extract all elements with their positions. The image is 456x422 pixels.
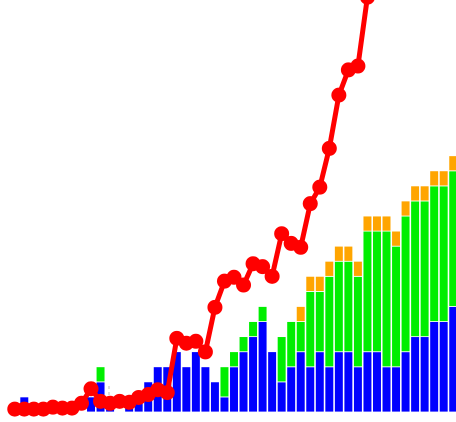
bar-s1-x39 <box>381 230 392 368</box>
bar-s0-x21 <box>210 381 220 413</box>
line-point-7 <box>73 395 89 411</box>
bar-s1-x29 <box>286 321 296 368</box>
bar-s0-x38 <box>372 351 382 413</box>
bar-s1-x35 <box>343 260 354 353</box>
bar-s1-x25 <box>248 321 258 338</box>
bar-s0-x45 <box>438 321 449 413</box>
bar-s0-x46 <box>448 306 456 413</box>
bar-s0-x30 <box>295 351 306 413</box>
bar-s2-x41 <box>400 200 411 217</box>
bar-s1-x46 <box>448 170 456 307</box>
bar-s1-x36 <box>353 275 363 368</box>
bar-s1-x42 <box>410 200 420 338</box>
bar-s2-x35 <box>343 245 354 262</box>
bar-s2-x39 <box>381 215 392 232</box>
bar-s1-x34 <box>334 260 344 353</box>
bar-s1-x43 <box>419 200 430 338</box>
line-point-37 <box>360 0 375 5</box>
bar-s0-x20 <box>200 366 211 413</box>
bar-s2-x45 <box>438 170 449 187</box>
bar-s0-x24 <box>238 351 249 413</box>
bar-s0-x35 <box>343 351 354 413</box>
bar-s0-x41 <box>400 351 411 413</box>
bar-s2-x44 <box>429 170 439 187</box>
line-point-27 <box>264 268 280 284</box>
bar-s2-x31 <box>305 275 316 292</box>
bar-s2-x33 <box>324 260 335 277</box>
bar-s0-x29 <box>286 366 296 413</box>
bar-s0-x18 <box>181 366 192 413</box>
bar-s0-x44 <box>429 321 439 413</box>
bar-s0-x40 <box>391 366 401 413</box>
bar-s1-x45 <box>438 185 449 322</box>
bar-s2-x32 <box>315 275 325 292</box>
line-point-34 <box>331 87 347 103</box>
line-point-8 <box>83 381 99 397</box>
bar-s0-x32 <box>315 351 325 413</box>
bar-s1-x32 <box>315 291 325 353</box>
points-layer <box>7 0 375 417</box>
bar-s1-x40 <box>391 245 401 368</box>
bar-s2-x38 <box>372 215 382 232</box>
bar-s0-x23 <box>229 366 239 413</box>
bar-s0-x37 <box>362 351 373 413</box>
line-point-19 <box>188 333 204 349</box>
bar-s0-x34 <box>334 351 344 413</box>
bar-s0-x25 <box>248 336 258 413</box>
line-point-28 <box>274 226 290 242</box>
line-point-31 <box>302 196 318 212</box>
line-point-33 <box>321 140 337 156</box>
bar-s1-x30 <box>295 321 306 353</box>
bar-s1-x22 <box>219 366 230 398</box>
bar-s1-x41 <box>400 215 411 353</box>
bar-s2-x30 <box>295 306 306 322</box>
bar-s0-x39 <box>381 366 392 413</box>
bar-s0-x36 <box>353 366 363 413</box>
line-point-30 <box>293 239 309 255</box>
bar-s1-x44 <box>429 185 439 322</box>
bar-s0-x31 <box>305 366 316 413</box>
bar-s0-x19 <box>191 351 201 413</box>
bar-s1-x9 <box>95 366 106 383</box>
bar-s2-x40 <box>391 230 401 247</box>
bar-s1-x37 <box>362 230 373 353</box>
bar-s1-x23 <box>229 351 239 368</box>
bar-s2-x34 <box>334 245 344 262</box>
bar-s2-x46 <box>448 155 456 172</box>
bar-s1-x33 <box>324 275 335 368</box>
bar-s1-x28 <box>276 336 287 383</box>
bar-s0-x26 <box>257 321 268 413</box>
bar-s2-x43 <box>419 185 430 202</box>
bar-s0-x43 <box>419 336 430 413</box>
bar-s1-x31 <box>305 291 316 368</box>
bar-s0-x27 <box>267 351 277 413</box>
line-point-36 <box>350 58 366 74</box>
line-point-16 <box>159 385 175 401</box>
bar-s0-x22 <box>219 396 230 413</box>
bar-s0-x33 <box>324 366 335 413</box>
line-point-21 <box>207 299 223 315</box>
bar-s1-x38 <box>372 230 382 353</box>
bar-s1-x26 <box>257 306 268 322</box>
line-point-20 <box>197 344 213 360</box>
bar-s2-x42 <box>410 185 420 202</box>
bar-s2-x36 <box>353 260 363 277</box>
line-point-32 <box>312 179 328 195</box>
bar-s2-x37 <box>362 215 373 232</box>
line-point-24 <box>236 277 252 293</box>
bar-s0-x28 <box>276 381 287 413</box>
line-point-26 <box>255 259 271 275</box>
bar-s1-x24 <box>238 336 249 353</box>
bar-s0-x42 <box>410 336 420 413</box>
